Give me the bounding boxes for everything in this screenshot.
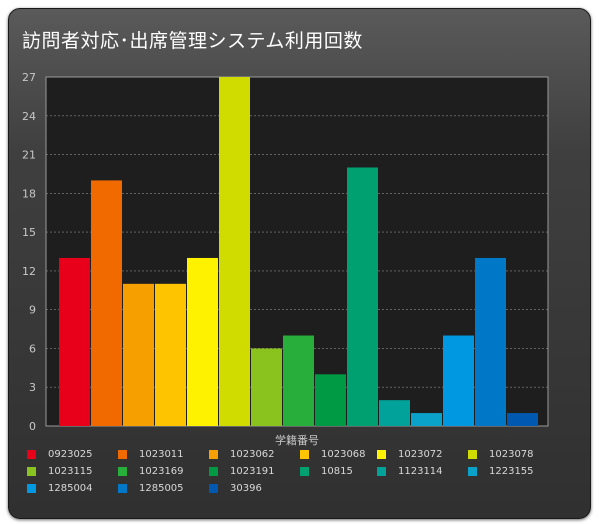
- chart-title: 訪問者対応･出席管理システム利用回数: [22, 30, 363, 52]
- legend-item: 30396: [209, 481, 262, 495]
- legend-label: 1023078: [489, 448, 534, 460]
- legend-swatch: [118, 449, 127, 459]
- legend-label: 30396: [230, 482, 262, 494]
- legend-swatch: [27, 483, 36, 493]
- bar-1023115[interactable]: [251, 348, 282, 426]
- bar-1023068[interactable]: [155, 283, 186, 426]
- legend-swatch: [209, 466, 218, 476]
- legend-label: 1123114: [398, 465, 443, 477]
- legend-item: 1223155: [468, 464, 534, 478]
- y-tick-label: 21: [22, 149, 36, 162]
- bar-10815[interactable]: [347, 167, 378, 426]
- legend-label: 1023169: [139, 465, 184, 477]
- legend-swatch: [209, 449, 218, 459]
- legend-item: 1285004: [27, 481, 93, 495]
- legend-swatch: [377, 449, 386, 459]
- y-tick-label: 9: [29, 304, 36, 317]
- y-tick-label: 18: [22, 187, 36, 200]
- legend-swatch: [27, 466, 36, 476]
- bar-30396[interactable]: [507, 413, 538, 426]
- legend-label: 10815: [321, 465, 353, 477]
- legend-swatch: [300, 466, 309, 476]
- x-axis-label: 学籍番号: [275, 433, 319, 447]
- legend-label: 1023011: [139, 448, 184, 460]
- bar-1285005[interactable]: [475, 257, 506, 426]
- legend-swatch: [468, 466, 477, 476]
- legend-label: 1023068: [321, 448, 366, 460]
- legend-label: 1223155: [489, 465, 534, 477]
- legend-swatch: [118, 466, 127, 476]
- legend-item: 1023062: [209, 447, 275, 461]
- y-tick-label: 12: [22, 265, 36, 278]
- y-tick-label: 0: [29, 420, 36, 433]
- y-tick-label: 6: [29, 342, 36, 355]
- bar-1023191[interactable]: [315, 374, 346, 426]
- bar-1023011[interactable]: [91, 180, 122, 426]
- legend-item: 1023169: [118, 464, 184, 478]
- y-tick-label: 15: [22, 226, 36, 239]
- legend-item: 1023115: [27, 464, 93, 478]
- legend-swatch: [300, 449, 309, 459]
- bar-1123114[interactable]: [379, 400, 410, 426]
- bar-0923025[interactable]: [59, 257, 90, 426]
- legend-swatch: [468, 449, 477, 459]
- bar-1023062[interactable]: [123, 283, 154, 426]
- bar-1285004[interactable]: [443, 335, 474, 426]
- legend-item: 10815: [300, 464, 353, 478]
- legend-item: 1023068: [300, 447, 366, 461]
- legend-label: 1285005: [139, 482, 184, 494]
- bar-1023078[interactable]: [219, 77, 250, 426]
- legend-swatch: [377, 466, 386, 476]
- legend-label: 1023072: [398, 448, 443, 460]
- legend-item: 1123114: [377, 464, 443, 478]
- legend-item: 1023072: [377, 447, 443, 461]
- legend-label: 1285004: [48, 482, 93, 494]
- legend-item: 0923025: [27, 447, 93, 461]
- y-tick-label: 3: [29, 381, 36, 394]
- legend-item: 1023011: [118, 447, 184, 461]
- legend-label: 0923025: [48, 448, 93, 460]
- legend: 0923025 1023011 1023062 1023068 1023072 10230…: [0, 444, 599, 504]
- legend-swatch: [209, 483, 218, 493]
- legend-label: 1023062: [230, 448, 275, 460]
- y-tick-label: 24: [22, 110, 36, 123]
- legend-item: 1023078: [468, 447, 534, 461]
- bar-1023072[interactable]: [187, 257, 218, 426]
- legend-swatch: [27, 449, 36, 459]
- bar-1023169[interactable]: [283, 335, 314, 426]
- y-tick-label: 27: [22, 71, 36, 84]
- legend-item: 1285005: [118, 481, 184, 495]
- legend-label: 1023191: [230, 465, 275, 477]
- legend-label: 1023115: [48, 465, 93, 477]
- legend-item: 1023191: [209, 464, 275, 478]
- legend-swatch: [118, 483, 127, 493]
- bar-1223155[interactable]: [411, 413, 442, 426]
